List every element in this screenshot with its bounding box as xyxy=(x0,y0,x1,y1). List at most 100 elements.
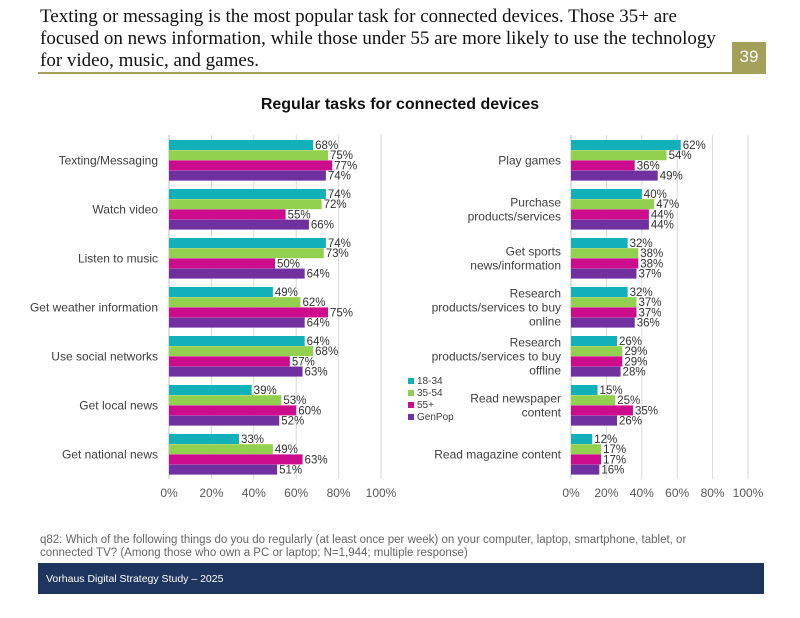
data-label: 35% xyxy=(635,405,658,417)
data-label: 49% xyxy=(275,287,298,299)
bar xyxy=(571,307,637,318)
data-label: 12% xyxy=(594,434,617,446)
x-tick-label: 60% xyxy=(284,486,308,500)
x-tick-label: 40% xyxy=(630,486,654,500)
data-label: 64% xyxy=(307,336,330,348)
bar xyxy=(169,160,333,171)
data-label: 75% xyxy=(330,150,353,162)
bar xyxy=(169,366,303,377)
bar xyxy=(571,395,616,406)
data-label: 57% xyxy=(292,356,315,368)
legend-label: 18-34 xyxy=(417,376,443,387)
category-label: online xyxy=(529,314,561,328)
bar xyxy=(571,160,635,171)
bar xyxy=(169,268,305,279)
data-label: 26% xyxy=(619,336,642,348)
bar xyxy=(169,464,278,475)
bar xyxy=(169,238,326,248)
bar xyxy=(169,258,275,269)
data-label: 64% xyxy=(307,318,330,330)
category-label: Get sports xyxy=(506,244,561,258)
bar xyxy=(571,317,635,328)
category-label: content xyxy=(522,405,562,419)
bar xyxy=(571,356,623,367)
category-label: Read magazine content xyxy=(434,447,561,461)
headline-rule xyxy=(38,72,766,74)
x-tick-label: 80% xyxy=(701,486,725,500)
bar xyxy=(169,454,303,465)
x-tick-label: 40% xyxy=(242,486,266,500)
category-label: products/services to buy xyxy=(432,300,561,314)
x-tick-label: 100% xyxy=(733,486,764,500)
bar xyxy=(571,297,637,308)
bar xyxy=(571,248,639,259)
data-label: 29% xyxy=(624,346,647,358)
bar xyxy=(571,454,602,465)
data-label: 17% xyxy=(603,444,626,456)
bar xyxy=(169,170,326,181)
bar xyxy=(169,150,328,161)
data-label: 39% xyxy=(254,385,277,397)
data-label: 55% xyxy=(288,209,311,221)
data-label: 63% xyxy=(305,454,328,466)
bar xyxy=(169,434,239,444)
data-label: 44% xyxy=(651,220,674,232)
data-label: 49% xyxy=(275,444,298,456)
category-label: Get national news xyxy=(62,447,158,461)
bar xyxy=(571,199,655,210)
x-tick-label: 80% xyxy=(327,486,351,500)
data-label: 64% xyxy=(307,269,330,281)
bar xyxy=(571,287,628,297)
data-label: 38% xyxy=(640,248,663,260)
legend-swatch xyxy=(408,390,414,396)
legend-swatch xyxy=(408,414,414,420)
bar xyxy=(169,248,324,259)
data-label: 74% xyxy=(328,171,351,183)
data-label: 62% xyxy=(683,140,706,152)
data-label: 38% xyxy=(640,258,663,270)
x-tick-label: 60% xyxy=(665,486,689,500)
footer-text: Vorhaus Digital Strategy Study – 2025 xyxy=(46,573,224,585)
x-tick-label: 20% xyxy=(594,486,618,500)
bar xyxy=(571,268,637,279)
bar xyxy=(169,395,282,406)
data-label: 33% xyxy=(241,434,264,446)
data-label: 17% xyxy=(603,454,626,466)
legend-swatch xyxy=(408,402,414,408)
data-label: 74% xyxy=(328,238,351,250)
category-label: Research xyxy=(510,335,561,349)
category-label: products/services xyxy=(468,209,561,223)
page-number-badge: 39 xyxy=(732,42,766,72)
category-label: Research xyxy=(510,286,561,300)
bar xyxy=(169,444,273,455)
category-label: Read newspaper xyxy=(470,391,561,405)
bar xyxy=(571,189,642,199)
slide-headline: Texting or messaging is the most popular… xyxy=(40,6,716,71)
bar xyxy=(169,415,280,426)
data-label: 40% xyxy=(644,189,667,201)
bar xyxy=(571,444,602,455)
bar xyxy=(571,209,649,220)
data-label: 62% xyxy=(302,297,325,309)
bar xyxy=(571,405,633,416)
x-tick-label: 0% xyxy=(160,486,178,500)
bar xyxy=(169,287,273,297)
data-label: 37% xyxy=(638,269,661,281)
category-label: offline xyxy=(529,363,561,377)
legend-swatch xyxy=(408,378,414,384)
data-label: 53% xyxy=(283,395,306,407)
data-label: 37% xyxy=(638,297,661,309)
bar xyxy=(571,238,628,248)
bar xyxy=(169,140,314,150)
bar xyxy=(169,189,326,199)
data-label: 15% xyxy=(600,385,623,397)
data-label: 60% xyxy=(298,405,321,417)
data-label: 26% xyxy=(619,416,642,428)
category-label: Listen to music xyxy=(78,251,158,265)
bar xyxy=(571,385,598,395)
bar xyxy=(169,219,309,230)
footnote: q82: Which of the following things do yo… xyxy=(40,534,687,559)
data-label: 32% xyxy=(630,238,653,250)
bar xyxy=(169,317,305,328)
